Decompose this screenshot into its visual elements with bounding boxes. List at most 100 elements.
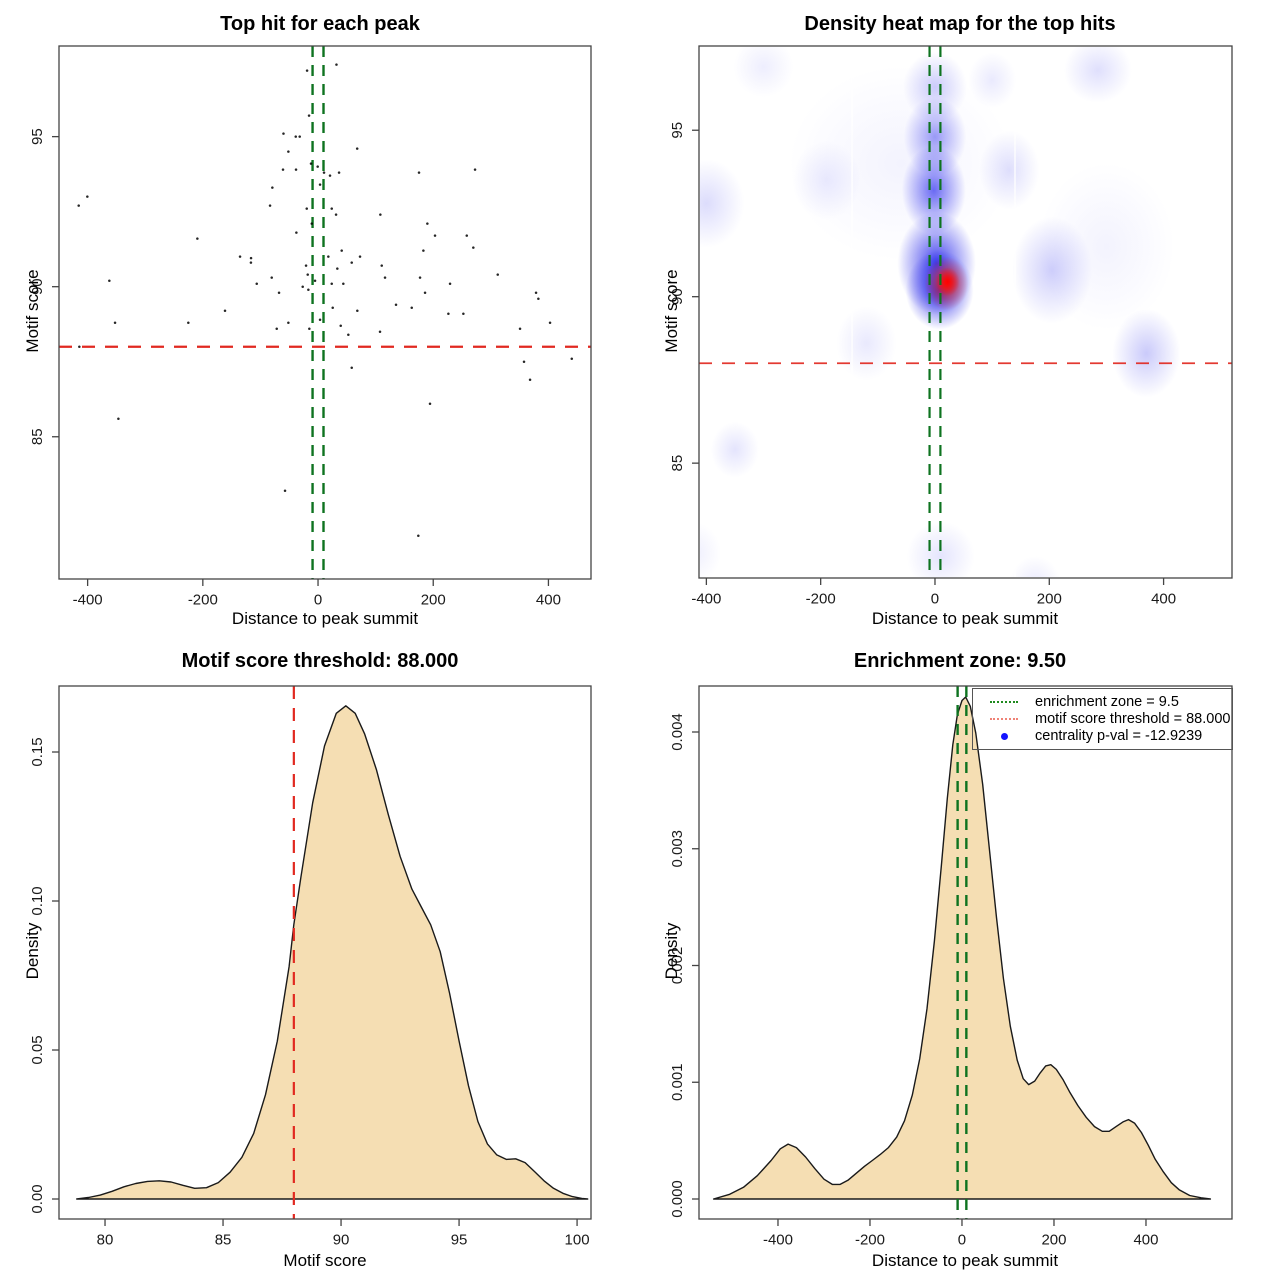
legend-item-enrichment-zone: enrichment zone = 9.5 — [973, 694, 1232, 711]
legend-swatch-blue-dot — [973, 732, 1035, 740]
scatter-point — [294, 135, 297, 138]
x-tick-label: 0 — [958, 1232, 966, 1249]
scatter-point — [77, 204, 80, 207]
scatter-point — [268, 204, 272, 207]
density-curve — [712, 696, 1212, 1200]
legend-swatch-green-dotted-line — [973, 701, 1035, 703]
y-tick-label: 0.004 — [669, 713, 686, 751]
y-axis-label-distance-density: Density — [662, 922, 681, 980]
y-tick-label: 85 — [669, 455, 686, 472]
scatter-point — [287, 150, 290, 153]
x-tick-label: 80 — [97, 1232, 114, 1249]
scatter-point — [410, 306, 413, 309]
scatter-point — [270, 276, 273, 279]
scatter-point — [356, 309, 359, 312]
scatter-point — [537, 297, 540, 300]
x-tick-label: 200 — [421, 592, 446, 609]
scatter-point — [305, 207, 308, 210]
scatter-point — [275, 327, 278, 330]
y-tick-label: 95 — [669, 122, 686, 139]
scatter-point — [465, 234, 469, 237]
y-tick-label: 0.000 — [669, 1180, 686, 1218]
scatter-point — [422, 249, 425, 252]
density-curve — [76, 705, 589, 1200]
scatter-point — [394, 303, 398, 306]
y-tick-label: 0.00 — [29, 1184, 46, 1213]
x-axis-label-distance-density: Distance to peak summit — [871, 1251, 1059, 1270]
scatter-point — [301, 285, 304, 288]
x-tick-label: -200 — [855, 1232, 885, 1249]
scatter-point — [340, 249, 343, 252]
scatter-point — [328, 174, 332, 177]
scatter-point — [309, 162, 313, 165]
scatter-point — [298, 135, 301, 138]
x-tick-label: 200 — [1041, 1232, 1066, 1249]
scatter-point — [310, 222, 314, 225]
scatter-point — [358, 255, 362, 258]
x-tick-label: 400 — [536, 592, 561, 609]
legend-item-centrality-pval: centrality p-val = -12.9239 — [973, 728, 1232, 745]
legend-label: enrichment zone = 9.5 — [1035, 694, 1179, 710]
y-axis-label-heatmap: Motif score — [662, 269, 681, 353]
y-tick-label: 0.002 — [669, 947, 686, 985]
scatter-point — [281, 168, 285, 171]
scatter-point — [277, 291, 281, 294]
scatter-point — [306, 273, 309, 276]
scatter-point — [462, 312, 465, 315]
scatter-point — [295, 231, 298, 234]
scatter-point — [78, 345, 81, 348]
scatter-point — [347, 333, 350, 336]
scatter-point — [249, 261, 253, 264]
y-tick-label: 0.05 — [29, 1035, 46, 1064]
y-tick-label: 0.003 — [669, 830, 686, 868]
scatter-point — [330, 282, 333, 285]
x-tick-label: 95 — [451, 1232, 468, 1249]
scatter-point — [379, 213, 382, 216]
scatter-point — [534, 291, 538, 294]
scatter-point — [355, 147, 359, 150]
scatter-point — [334, 213, 338, 216]
x-tick-label: -400 — [691, 591, 721, 608]
heatmap-image — [700, 47, 1231, 577]
scatter-point — [271, 186, 274, 189]
y-tick-label: 90 — [29, 278, 46, 295]
scatter-point — [342, 282, 345, 285]
scatter-point — [447, 312, 450, 315]
panel-title-heatmap: Density heat map for the top hits — [804, 13, 1116, 35]
scatter-point — [417, 534, 420, 538]
legend: enrichment zone = 9.5 motif score thresh… — [972, 688, 1233, 750]
y-tick-label: 0.15 — [29, 737, 46, 766]
x-tick-label: -400 — [73, 592, 103, 609]
scatter-point — [339, 324, 342, 327]
x-axis-label-heatmap: Distance to peak summit — [871, 609, 1059, 628]
x-tick-label: 200 — [1037, 591, 1062, 608]
x-axis-label-scatter: Distance to peak summit — [231, 609, 419, 628]
x-tick-label: -400 — [763, 1232, 793, 1249]
x-tick-label: -200 — [188, 592, 218, 609]
y-tick-label: 0.001 — [669, 1063, 686, 1101]
plot-box — [58, 685, 592, 1220]
scatter-point — [472, 246, 475, 249]
scatter-point — [337, 171, 341, 174]
y-tick-label: 85 — [29, 428, 46, 445]
scatter-point — [426, 222, 429, 225]
scatter-point — [187, 321, 190, 324]
x-tick-label: 400 — [1133, 1232, 1158, 1249]
scatter-point — [113, 321, 117, 324]
scatter-point — [318, 183, 322, 186]
scatter-point — [223, 309, 227, 312]
scatter-point — [304, 264, 308, 267]
scatter-point — [350, 261, 353, 264]
y-axis-label-score-density: Density — [23, 922, 42, 980]
scatter-point — [322, 171, 326, 174]
plot-box — [698, 45, 1233, 579]
y-tick-label: 90 — [669, 288, 686, 305]
scatter-point — [473, 168, 477, 171]
x-tick-label: 400 — [1151, 591, 1176, 608]
scatter-point — [313, 279, 317, 282]
x-tick-label: 100 — [565, 1232, 590, 1249]
scatter-point — [418, 276, 422, 279]
scatter-point — [308, 327, 311, 330]
scatter-point — [518, 327, 522, 330]
